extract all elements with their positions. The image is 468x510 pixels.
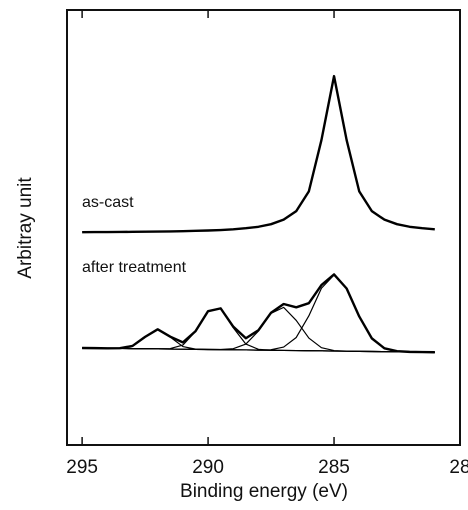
x-tick-label: 290 (192, 457, 224, 478)
x-tick-label: 285 (318, 457, 350, 478)
plot-frame (66, 9, 461, 446)
x-axis-label: Binding energy (eV) (180, 481, 348, 502)
annotation: as-cast (82, 194, 134, 211)
x-tick-label: 28 (449, 457, 468, 478)
spectrum-line (82, 273, 435, 354)
y-axis-label: Arbitray unit (15, 177, 36, 279)
spectrum-line (82, 274, 435, 353)
spectrum-line (82, 347, 435, 353)
annotation: after treatment (82, 259, 187, 276)
x-tick-label: 295 (66, 457, 98, 478)
spectrum-line (82, 74, 435, 234)
